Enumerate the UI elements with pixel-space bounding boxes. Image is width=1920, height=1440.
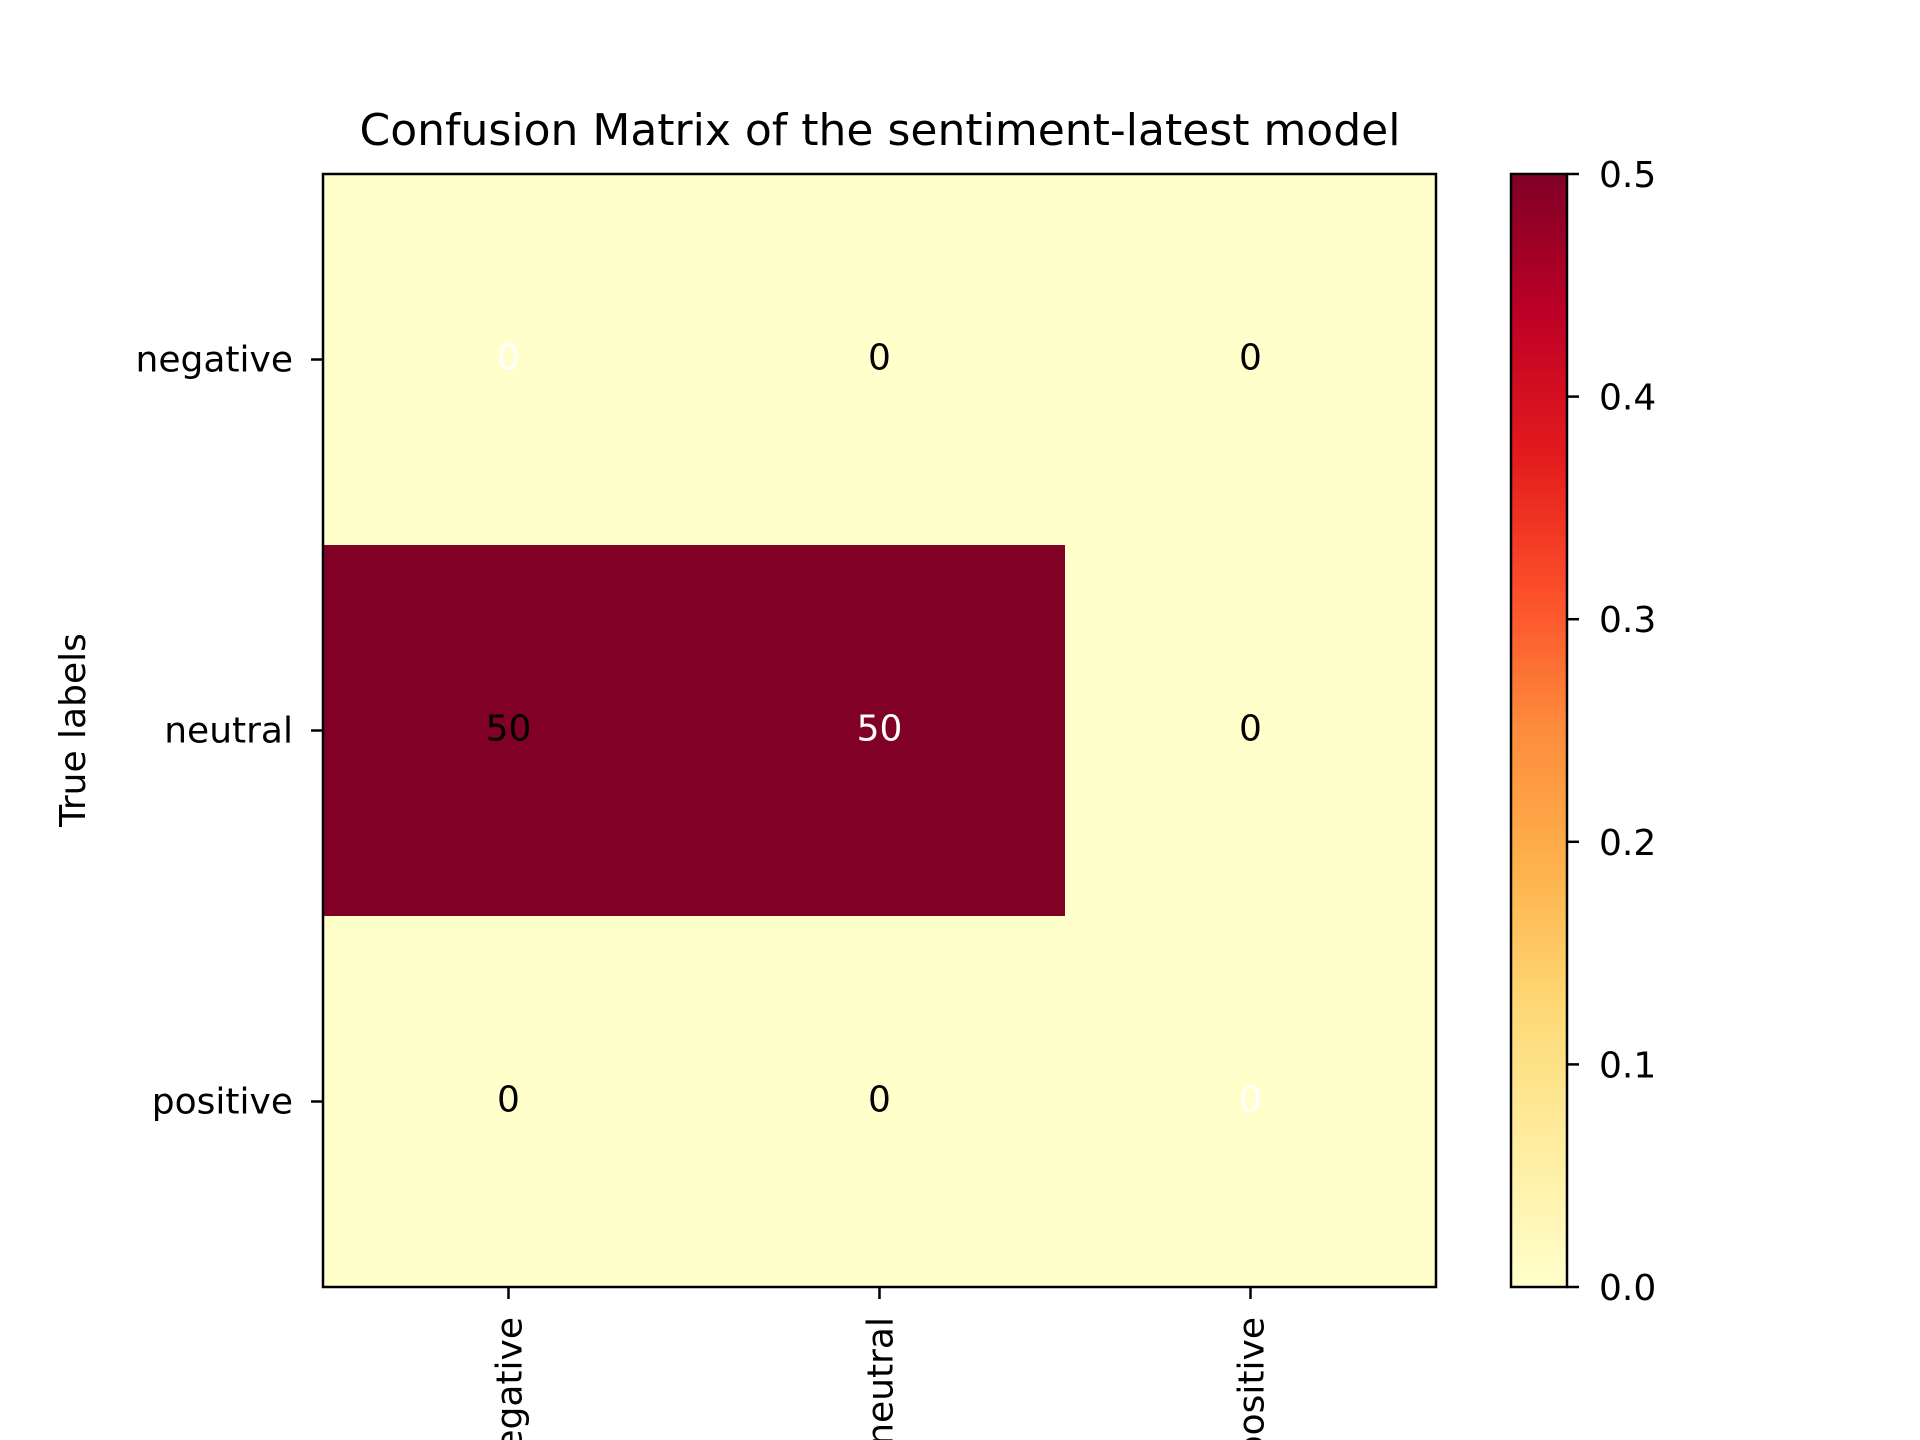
cell-value-label: 0: [868, 338, 891, 379]
heatmap-cell-neutral-negative: [323, 545, 695, 917]
x-tick-label: positive: [1232, 1317, 1273, 1440]
colorbar-tick-label: 0.5: [1599, 155, 1656, 196]
colorbar: [1509, 172, 1569, 1289]
heatmap-cell-positive-neutral: [694, 916, 1066, 1288]
heatmap-cell-negative-negative: [323, 174, 695, 546]
colorbar-tick-label: 0.2: [1599, 823, 1656, 864]
heatmap-cell-positive-negative: [323, 916, 695, 1288]
chart-title: Confusion Matrix of the sentiment-latest…: [360, 105, 1401, 156]
cell-value-label: 50: [486, 709, 532, 750]
heatmap-cell-neutral-neutral: [694, 545, 1066, 917]
cell-value-label: 50: [857, 709, 903, 750]
x-axis-ticks: negative neutral positive: [490, 1287, 1273, 1440]
cell-value-label: 0: [497, 1080, 520, 1121]
cell-value-label: 0: [1239, 1080, 1262, 1121]
cell-annotations: 0 0 0 50 50 0 0 0 0: [486, 338, 1262, 1121]
heatmap-cells: [323, 174, 1437, 1288]
heatmap-cell-positive-positive: [1065, 916, 1437, 1288]
colorbar-tick-label: 0.1: [1599, 1045, 1656, 1086]
cell-value-label: 0: [868, 1080, 891, 1121]
colorbar-tick-label: 0.4: [1599, 378, 1656, 419]
heatmap-cell-negative-neutral: [694, 174, 1066, 546]
colorbar-ticks: 0.0 0.1 0.2 0.3 0.4 0.5: [1567, 155, 1656, 1309]
cell-value-label: 0: [1239, 709, 1262, 750]
y-axis-label: True labels: [53, 633, 94, 828]
cell-value-label: 0: [497, 338, 520, 379]
y-tick-label: positive: [152, 1082, 293, 1123]
y-tick-label: neutral: [164, 711, 293, 752]
cell-value-label: 0: [1239, 338, 1262, 379]
x-tick-label: neutral: [861, 1317, 902, 1440]
colorbar-tick-label: 0.0: [1599, 1268, 1656, 1309]
colorbar-tick-label: 0.3: [1599, 600, 1656, 641]
heatmap-cell-negative-positive: [1065, 174, 1437, 546]
y-axis-ticks: negative neutral positive: [136, 340, 323, 1123]
heatmap-cell-neutral-positive: [1065, 545, 1437, 917]
y-tick-label: negative: [136, 340, 293, 381]
x-tick-label: negative: [490, 1317, 531, 1440]
